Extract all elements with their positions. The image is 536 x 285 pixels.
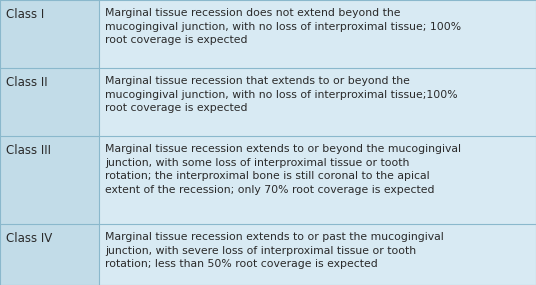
Text: Class III: Class III [6, 144, 51, 157]
Text: Marginal tissue recession extends to or beyond the mucogingival
junction, with s: Marginal tissue recession extends to or … [105, 144, 461, 195]
Bar [99, 136, 536, 224]
Text: Marginal tissue recession that extends to or beyond the
mucogingival junction, w: Marginal tissue recession that extends t… [105, 76, 458, 113]
Text: Marginal tissue recession extends to or past the mucogingival
junction, with sev: Marginal tissue recession extends to or … [105, 232, 444, 269]
Bar [0, 68, 99, 136]
Text: Class II: Class II [6, 76, 48, 89]
Bar [0, 224, 99, 285]
Bar [0, 0, 99, 68]
Text: Class I: Class I [6, 8, 44, 21]
Text: Marginal tissue recession does not extend beyond the
mucogingival junction, with: Marginal tissue recession does not exten… [105, 8, 461, 45]
Bar [99, 224, 536, 285]
Text: Class IV: Class IV [6, 232, 52, 245]
Bar [99, 0, 536, 68]
Bar [0, 136, 99, 224]
Bar [99, 68, 536, 136]
